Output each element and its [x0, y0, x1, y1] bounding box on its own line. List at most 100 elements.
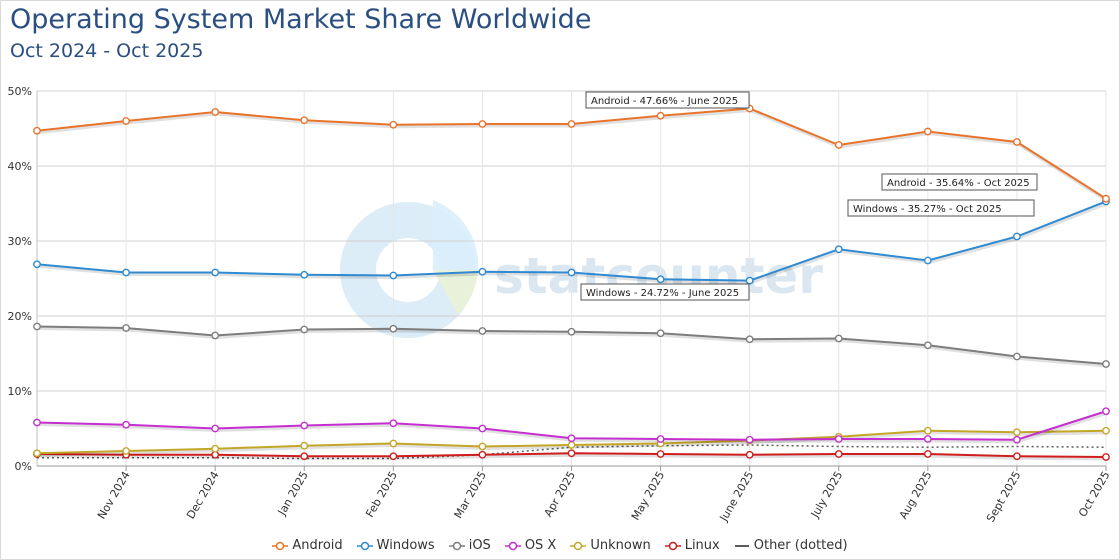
data-point-unknown[interactable]	[389, 439, 398, 448]
legend-line-marker	[734, 544, 749, 547]
data-point-ios[interactable]	[1102, 360, 1110, 368]
data-point-os-x[interactable]	[478, 424, 487, 433]
data-point-unknown[interactable]	[211, 444, 220, 453]
legend-item-other-dotted-[interactable]: Other (dotted)	[734, 538, 848, 553]
data-point-os-x[interactable]	[122, 420, 130, 429]
data-point-windows[interactable]	[122, 268, 130, 277]
data-point-windows[interactable]	[300, 270, 309, 279]
data-point-unknown[interactable]	[567, 441, 576, 449]
data-point-ios[interactable]	[211, 331, 220, 340]
legend-label: Windows	[376, 538, 435, 553]
legend-label: Android	[292, 538, 343, 553]
data-point-ios[interactable]	[923, 341, 932, 350]
annotation-box	[580, 283, 750, 301]
data-point-android[interactable]	[300, 116, 309, 125]
data-point-os-x[interactable]	[923, 435, 932, 443]
data-point-ios[interactable]	[33, 322, 41, 331]
x-tick-label: Oct 2025	[1076, 469, 1113, 519]
legend-label: iOS	[468, 538, 491, 553]
legend-label: Linux	[684, 538, 720, 553]
data-point-linux[interactable]	[300, 452, 309, 461]
data-point-linux[interactable]	[389, 452, 398, 461]
data-point-android[interactable]	[923, 127, 932, 136]
chart-legend: Android Windows iOS OS X Unknown Linux Other (…	[0, 538, 1120, 553]
data-point-os-x[interactable]	[389, 419, 398, 428]
data-point-linux[interactable]	[1013, 452, 1021, 461]
x-tick-label: May 2025	[629, 469, 667, 522]
data-point-windows[interactable]	[33, 260, 41, 269]
data-point-linux[interactable]	[923, 450, 932, 458]
data-point-android[interactable]	[567, 120, 576, 128]
data-point-unknown[interactable]	[122, 447, 130, 455]
data-point-linux[interactable]	[834, 450, 843, 458]
data-point-linux[interactable]	[1102, 453, 1110, 461]
data-point-windows[interactable]	[211, 268, 220, 277]
data-point-unknown[interactable]	[1013, 428, 1021, 437]
annotation-box	[881, 173, 1038, 191]
data-point-unknown[interactable]	[300, 441, 309, 450]
data-point-ios[interactable]	[389, 324, 398, 333]
data-point-windows[interactable]	[389, 271, 398, 280]
data-point-windows[interactable]	[923, 256, 932, 265]
data-point-ios[interactable]	[300, 325, 309, 334]
chart-subtitle: Oct 2024 - Oct 2025	[10, 40, 204, 62]
data-point-os-x[interactable]	[300, 421, 309, 430]
data-point-android[interactable]	[478, 120, 487, 128]
legend-item-linux[interactable]: Linux	[664, 538, 720, 553]
data-point-windows[interactable]	[1013, 232, 1021, 241]
data-point-linux[interactable]	[567, 449, 576, 458]
x-tick-label: Jan 2025	[275, 469, 311, 518]
legend-item-os-x[interactable]: OS X	[504, 538, 556, 553]
data-point-linux[interactable]	[656, 450, 665, 458]
legend-item-ios[interactable]: iOS	[448, 538, 491, 553]
y-tick-label: 40%	[8, 160, 32, 173]
data-point-windows[interactable]	[567, 268, 576, 277]
data-point-android[interactable]	[211, 108, 220, 116]
data-point-ios[interactable]	[122, 324, 130, 332]
data-point-unknown[interactable]	[33, 449, 41, 458]
data-point-os-x[interactable]	[656, 435, 665, 443]
data-point-windows[interactable]	[834, 245, 843, 254]
data-point-android[interactable]	[1102, 194, 1110, 203]
data-point-android[interactable]	[122, 117, 130, 125]
x-tick-label: Feb 2025	[363, 469, 400, 520]
data-point-ios[interactable]	[745, 335, 754, 344]
x-tick-label: Dec 2024	[184, 469, 222, 521]
legend-label: Other (dotted)	[753, 538, 848, 553]
data-point-windows[interactable]	[745, 276, 754, 285]
data-point-windows[interactable]	[656, 275, 665, 284]
data-point-windows[interactable]	[478, 267, 487, 276]
legend-circle-marker	[504, 541, 521, 550]
data-point-ios[interactable]	[656, 329, 665, 338]
legend-item-unknown[interactable]: Unknown	[570, 538, 651, 553]
data-point-os-x[interactable]	[567, 434, 576, 443]
legend-item-android[interactable]: Android	[272, 538, 343, 553]
annotation-label: Android - 35.64% - Oct 2025	[887, 178, 1030, 189]
data-point-os-x[interactable]	[211, 424, 220, 433]
data-point-os-x[interactable]	[834, 435, 843, 443]
legend-item-windows[interactable]: Windows	[356, 538, 435, 553]
data-point-android[interactable]	[834, 141, 843, 149]
data-point-ios[interactable]	[478, 327, 487, 335]
data-point-ios[interactable]	[567, 327, 576, 336]
data-point-os-x[interactable]	[1013, 435, 1021, 444]
data-point-unknown[interactable]	[478, 442, 487, 451]
data-point-android[interactable]	[1013, 138, 1021, 146]
data-point-unknown[interactable]	[1102, 426, 1110, 435]
data-point-android[interactable]	[656, 111, 665, 120]
data-point-android[interactable]	[33, 126, 41, 135]
watermark-logo-slice-2	[433, 270, 478, 315]
data-point-ios[interactable]	[834, 334, 843, 343]
y-tick-label: 0%	[15, 460, 32, 473]
x-tick-label: Nov 2024	[95, 469, 133, 521]
data-point-linux[interactable]	[478, 450, 487, 459]
data-point-os-x[interactable]	[1102, 407, 1110, 416]
data-point-ios[interactable]	[1013, 352, 1021, 361]
legend-circle-marker	[570, 541, 587, 550]
data-point-android[interactable]	[389, 120, 398, 129]
x-tick-label: June 2025	[717, 469, 756, 524]
data-point-unknown[interactable]	[923, 426, 932, 435]
data-point-os-x[interactable]	[745, 435, 754, 444]
data-point-linux[interactable]	[745, 450, 754, 459]
data-point-os-x[interactable]	[33, 418, 41, 427]
